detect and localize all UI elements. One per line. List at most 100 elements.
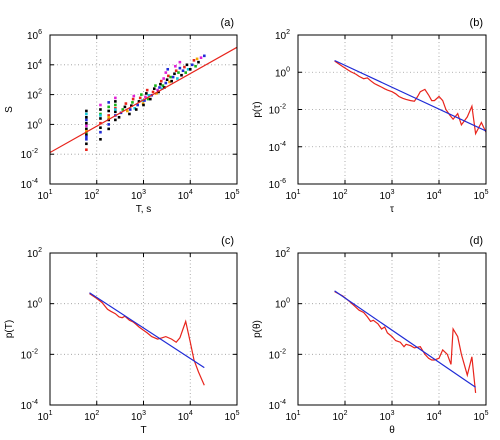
y-axis-label: S <box>4 106 15 113</box>
scatter-point <box>152 87 156 90</box>
distribution-line <box>334 291 477 393</box>
panel-b: 101 102 103 104 105 10-6 10-4 10-2 100 102 τ p(τ) (b… <box>252 17 489 215</box>
scatter-point <box>99 130 102 134</box>
scatter-point <box>181 69 185 73</box>
scatter-point <box>134 108 138 111</box>
scatter-point <box>128 112 131 116</box>
scatter-point <box>149 97 152 101</box>
scatter-point <box>188 67 192 71</box>
y-tick-label: 102 <box>275 247 290 260</box>
scatter-point <box>85 127 88 131</box>
scatter-point <box>125 109 129 113</box>
scatter-point <box>99 138 102 141</box>
scatter-point <box>170 79 173 83</box>
scatter-point <box>195 57 199 61</box>
y-axis-label: p(τ) <box>252 101 263 117</box>
scatter-point <box>133 107 137 110</box>
y-tick-label: 10-4 <box>269 141 286 154</box>
scatter-point <box>99 114 102 117</box>
x-tick-label: 102 <box>84 189 99 202</box>
scatter-point <box>155 92 158 95</box>
scatter-point <box>85 124 88 128</box>
x-tick-label: 101 <box>37 189 52 202</box>
scatter-point <box>121 108 125 111</box>
x-tick-label: 104 <box>426 410 441 423</box>
y-tick-label: 100 <box>275 298 290 311</box>
panel-label: (b) <box>470 17 483 29</box>
scatter-point <box>156 88 159 92</box>
scatter-point <box>99 108 102 111</box>
x-tick-label: 103 <box>379 410 394 423</box>
scatter-point <box>145 92 148 95</box>
scatter-point <box>124 102 128 105</box>
data-layer <box>334 290 477 393</box>
x-tick-label: 105 <box>224 410 239 423</box>
y-tick-label: 10-2 <box>269 104 286 117</box>
scatter-point <box>174 69 178 73</box>
x-tick-label: 104 <box>178 189 193 202</box>
scatter-point <box>186 67 190 71</box>
x-tick-label: 105 <box>473 410 488 423</box>
scatter-point <box>167 74 170 78</box>
scatter-point <box>203 54 206 58</box>
x-tick-label: 101 <box>285 189 300 202</box>
scatter-point <box>107 127 110 131</box>
y-tick-label: 10-4 <box>269 399 286 412</box>
scatter-point <box>128 108 132 111</box>
scatter-point <box>107 101 110 104</box>
y-tick-label: 106 <box>27 29 42 42</box>
scatter-point <box>143 99 146 102</box>
y-axis-label: p(T) <box>4 320 15 338</box>
x-tick-label: 104 <box>426 189 441 202</box>
distribution-line <box>334 60 486 136</box>
panel-label: (c) <box>221 235 234 247</box>
scatter-point <box>141 102 145 105</box>
y-tick-label: 102 <box>275 29 290 42</box>
fit-line <box>89 292 205 369</box>
fit-line <box>334 59 486 132</box>
scatter-point <box>99 121 102 125</box>
scatter-point <box>151 90 155 94</box>
scatter-point <box>164 71 168 74</box>
scatter-point <box>114 118 117 122</box>
scatter-point <box>107 123 110 126</box>
scatter-point <box>123 105 127 109</box>
data-layer <box>89 292 205 386</box>
panel-a: 101 102 103 104 105 10-4 10-2 100 102 104 106 T, s S… <box>4 17 240 215</box>
scatter-point <box>85 138 88 141</box>
scatter-point <box>137 100 141 103</box>
scatter-point <box>107 105 110 109</box>
scatter-point <box>178 66 182 70</box>
scatter-point <box>131 97 135 101</box>
scatter-point <box>173 72 176 76</box>
scatter-point <box>144 95 147 99</box>
y-tick-label: 10-2 <box>21 148 38 161</box>
scatter-point <box>85 109 88 113</box>
y-axis-label: p(θ) <box>252 320 263 338</box>
plot-area <box>298 253 486 405</box>
x-tick-label: 103 <box>379 189 394 202</box>
scatter-point <box>199 56 203 59</box>
x-axis-label: τ <box>390 204 394 215</box>
scatter-point <box>184 71 188 74</box>
scatter-point <box>85 129 88 133</box>
panel-label: (a) <box>221 17 234 29</box>
distribution-line <box>89 293 205 386</box>
scatter-point <box>177 71 180 74</box>
y-tick-label: 10-2 <box>21 348 38 361</box>
scatter-point <box>158 86 161 89</box>
y-tick-label: 100 <box>27 298 42 311</box>
panel-c: 101 102 103 104 105 10-4 10-2 100 102 Tp(T) (c) <box>4 235 240 436</box>
scatter-point <box>107 114 110 117</box>
x-tick-label: 102 <box>332 410 347 423</box>
scatter-point <box>107 109 110 113</box>
scatter-point <box>145 88 149 92</box>
scatter-point <box>117 115 121 119</box>
scatter-point <box>138 96 142 100</box>
scatter-point <box>85 112 88 116</box>
x-tick-label: 101 <box>285 410 300 423</box>
scatter-point <box>85 133 88 137</box>
scatter-point <box>85 135 88 138</box>
y-tick-label: 102 <box>27 89 42 102</box>
